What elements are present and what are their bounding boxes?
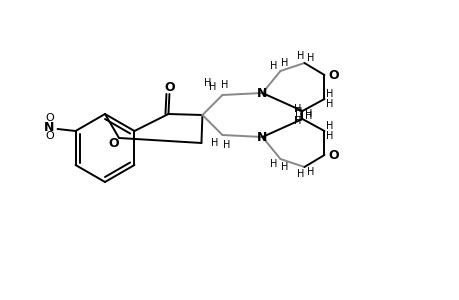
Text: H: H: [294, 113, 302, 123]
Text: H: H: [280, 58, 287, 68]
Text: O: O: [164, 80, 174, 94]
Text: H: H: [293, 116, 301, 126]
Text: H: H: [269, 159, 276, 169]
Text: H: H: [220, 80, 228, 90]
Text: O: O: [45, 113, 54, 123]
Text: O: O: [45, 131, 54, 141]
Text: H: H: [210, 138, 218, 148]
Text: H: H: [304, 111, 312, 121]
Text: H: H: [293, 104, 301, 114]
Text: H: H: [306, 167, 313, 177]
Text: N: N: [44, 121, 55, 134]
Text: H: H: [294, 107, 302, 117]
Text: H: H: [222, 140, 230, 150]
Text: H: H: [306, 53, 313, 63]
Text: O: O: [327, 148, 338, 161]
Text: H: H: [325, 99, 332, 109]
Text: H: H: [203, 78, 211, 88]
Text: O: O: [327, 68, 338, 82]
Text: H: H: [325, 131, 332, 141]
Text: H: H: [296, 169, 303, 179]
Text: H: H: [325, 89, 332, 99]
Text: H: H: [269, 61, 276, 71]
Text: H: H: [280, 162, 287, 172]
Text: N: N: [257, 86, 267, 100]
Text: O: O: [108, 136, 119, 149]
Text: H: H: [208, 82, 216, 92]
Text: N: N: [257, 130, 267, 143]
Text: H: H: [325, 121, 332, 131]
Text: H: H: [296, 51, 303, 61]
Text: H: H: [304, 109, 312, 119]
